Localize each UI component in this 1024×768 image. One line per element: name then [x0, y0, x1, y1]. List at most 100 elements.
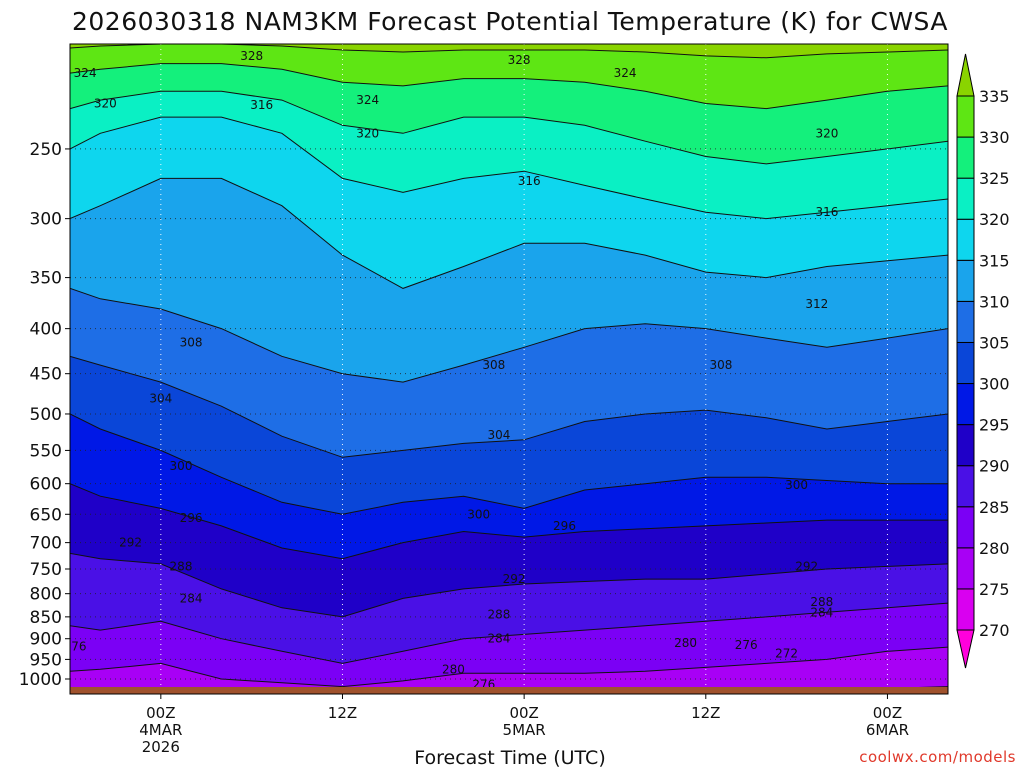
- plot-area: 324 328 328 324 324 320 316 320 320 316 316 312 308 3…: [64, 44, 948, 694]
- contour-label-284: 284: [180, 591, 203, 605]
- contour-label-324: 324: [356, 93, 379, 107]
- contour-label-288: 288: [487, 608, 510, 622]
- contour-label-300: 300: [785, 478, 808, 492]
- colorbar-tick-label-325: 325: [979, 169, 1010, 188]
- y-tick-label-850: 850: [30, 608, 62, 628]
- credit-text[interactable]: coolwx.com/models: [859, 748, 1016, 766]
- colorbar-segment-275: [956, 547, 975, 590]
- colorbar-tick-label-305: 305: [979, 333, 1010, 352]
- y-tick-label-550: 550: [30, 441, 62, 461]
- y-tick-label-500: 500: [30, 405, 62, 425]
- contour-290: [70, 552, 948, 618]
- y-tick-label-600: 600: [30, 475, 62, 495]
- ground-strip: [70, 687, 948, 694]
- colorbar-segment-280: [956, 506, 975, 549]
- chart-title: 2026030318 NAM3KM Forecast Potential Tem…: [72, 7, 948, 36]
- contour-label-296: 296: [553, 519, 576, 533]
- colorbar-segment-310: [956, 259, 975, 302]
- x-axis-label: Forecast Time (UTC): [414, 747, 605, 768]
- contour-label-304: 304: [487, 428, 510, 442]
- y-tick-label-750: 750: [30, 560, 62, 580]
- contour-label-288: 288: [170, 559, 193, 573]
- contour-labels: 324 328 328 324 324 320 316 320 320 316 316 312 308 3…: [64, 49, 838, 692]
- contour-310: [70, 287, 948, 383]
- colorbar-tick-label-280: 280: [979, 539, 1010, 558]
- colorbar-tick-label-320: 320: [979, 210, 1010, 229]
- y-tick-label-300: 300: [30, 210, 62, 230]
- colorbar-segment-295: [956, 383, 975, 426]
- contour-label-320: 320: [94, 97, 117, 111]
- colorbar-high-arrow: [956, 53, 975, 97]
- colorbar-tick-label-270: 270: [979, 621, 1010, 640]
- contour-305: [70, 355, 948, 458]
- plot-frame: [69, 43, 949, 695]
- y-tick-label-700: 700: [30, 534, 62, 554]
- contour-label-276: 276: [64, 639, 87, 653]
- x-tick-label: 6MAR: [866, 721, 909, 739]
- colorbar-segment-315: [956, 218, 975, 261]
- colorbar-low-arrow: [956, 629, 975, 669]
- colorbar-segment-320: [956, 177, 975, 220]
- y-tick-label-1000: 1000: [19, 670, 62, 690]
- x-tick-label: 4MAR: [139, 721, 182, 739]
- colorbar-segment-270: [956, 588, 975, 631]
- contour-label-292: 292: [795, 559, 818, 573]
- colorbar-tick-label-335: 335: [979, 87, 1010, 106]
- contour-label-300: 300: [170, 459, 193, 473]
- contour-label-328: 328: [508, 53, 531, 67]
- band-above-330: [70, 44, 948, 109]
- contour-label-324: 324: [614, 66, 637, 80]
- contour-335: [70, 44, 948, 59]
- colorbar-segment-285: [956, 465, 975, 508]
- colorbar-tick-label-275: 275: [979, 580, 1010, 599]
- y-tick-label-350: 350: [30, 269, 62, 289]
- y-tick-label-650: 650: [30, 505, 62, 525]
- colorbar-tick-label-295: 295: [979, 416, 1010, 435]
- colorbar-segment-300: [956, 341, 975, 385]
- contour-label-280: 280: [674, 636, 697, 650]
- y-tick-label-900: 900: [30, 630, 62, 650]
- y-tick-label-800: 800: [30, 585, 62, 605]
- contour-330: [70, 63, 948, 110]
- contour-325: [70, 90, 948, 165]
- colorbar-tick-label-285: 285: [979, 498, 1010, 517]
- x-tick-label: 00Z: [146, 704, 175, 722]
- contour-label-292: 292: [503, 572, 526, 586]
- contour-label-320: 320: [815, 126, 838, 140]
- contour-285: [70, 602, 948, 664]
- colorbar-segment-330: [956, 95, 975, 138]
- x-tick-label: 00Z: [873, 704, 902, 722]
- colorbar-tick-label-310: 310: [979, 292, 1010, 311]
- contour-280: [70, 646, 948, 688]
- contour-label-320: 320: [356, 126, 379, 140]
- contour-label-272: 272: [775, 646, 798, 660]
- contour-label-308: 308: [482, 358, 505, 372]
- x-tick-label: 12Z: [691, 704, 720, 722]
- colorbar-segment-305: [956, 300, 975, 343]
- colorbar-tick-label-300: 300: [979, 375, 1010, 394]
- contour-label-316: 316: [250, 98, 273, 112]
- colorbar-segment-290: [956, 424, 975, 467]
- colorbar-tick-label-315: 315: [979, 251, 1010, 270]
- contour-label-292: 292: [119, 536, 142, 550]
- contour-label-280: 280: [442, 662, 465, 676]
- contour-295: [70, 483, 948, 560]
- y-tick-label-450: 450: [30, 365, 62, 385]
- contour-315: [70, 177, 948, 289]
- x-tick-label: 00Z: [509, 704, 538, 722]
- contour-label-316: 316: [518, 174, 541, 188]
- y-tick-label-950: 950: [30, 650, 62, 670]
- contour-label-304: 304: [149, 391, 172, 405]
- contour-label-328: 328: [240, 49, 263, 63]
- colorbar-tick-label-330: 330: [979, 128, 1010, 147]
- colorbar-tick-label-290: 290: [979, 457, 1010, 476]
- contour-label-300: 300: [467, 507, 490, 521]
- x-tick-label: 2026: [142, 738, 180, 756]
- contour-label-276: 276: [735, 638, 758, 652]
- y-tick-label-250: 250: [30, 140, 62, 160]
- y-axis: 2503003504004505005506006507007508008509…: [19, 140, 70, 690]
- contour-300: [70, 413, 948, 515]
- band-above-335: [70, 44, 948, 58]
